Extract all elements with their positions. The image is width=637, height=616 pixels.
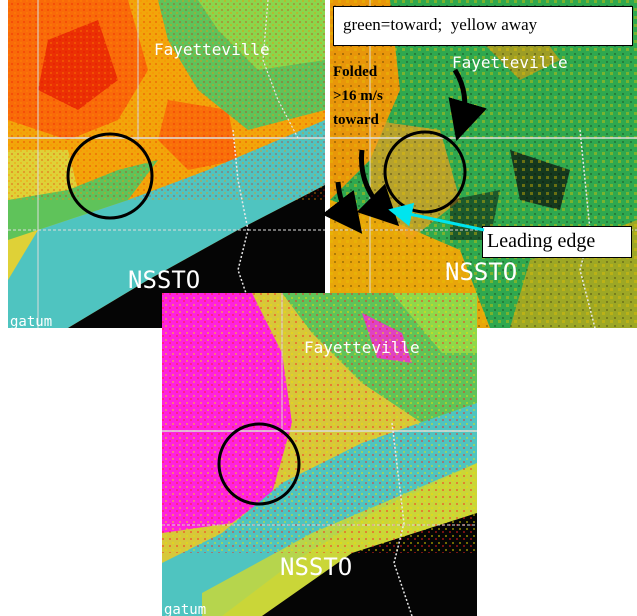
corner-label: gatum bbox=[10, 314, 52, 328]
folded-line: >16 m/s bbox=[333, 88, 383, 104]
highlight-circle bbox=[66, 132, 154, 220]
radar-panel-top-right: Fayetteville NSSTO bbox=[330, 0, 637, 328]
highlight-circle bbox=[217, 422, 301, 506]
radar-panel-top-left: Fayetteville NSSTO gatum bbox=[8, 0, 325, 328]
folded-line: Folded bbox=[333, 64, 378, 80]
radar-label: NSSTO bbox=[128, 266, 200, 294]
folded-line: toward bbox=[333, 112, 379, 128]
folded-annotation: Folded >16 m/s toward bbox=[333, 60, 413, 132]
leading-edge-label: Leading edge bbox=[482, 226, 632, 258]
city-label: Fayetteville bbox=[452, 53, 568, 72]
radar-panel-bottom: Fayetteville NSSTO gatum bbox=[162, 293, 477, 616]
city-label: Fayetteville bbox=[154, 40, 270, 59]
color-legend-box: green=toward; yellow away bbox=[333, 6, 633, 46]
radar-label: NSSTO bbox=[445, 258, 517, 286]
city-label: Fayetteville bbox=[304, 338, 420, 357]
radar-label: NSSTO bbox=[280, 553, 352, 581]
corner-label: gatum bbox=[164, 602, 206, 616]
